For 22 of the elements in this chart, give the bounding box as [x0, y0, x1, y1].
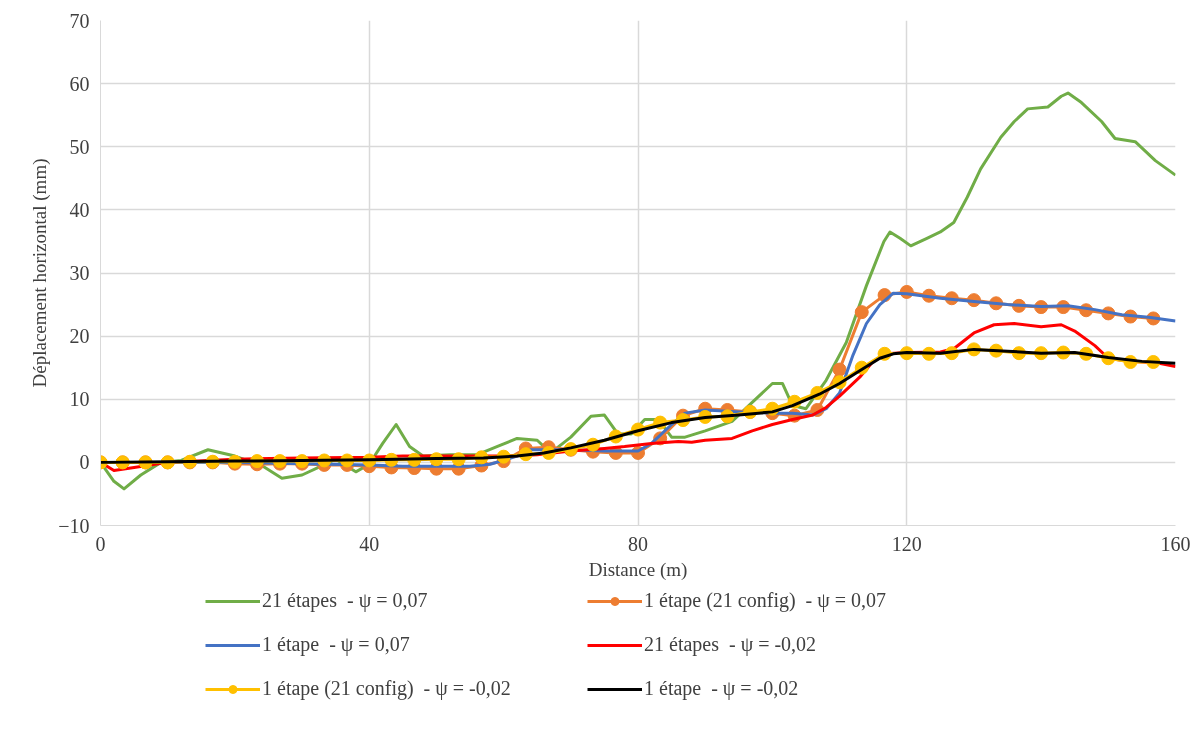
- x-tick-label: 40: [359, 532, 380, 555]
- legend-label: 1 étape - ψ = -0,02: [644, 677, 800, 700]
- y-tick-label: 60: [69, 72, 90, 95]
- y-tick-label: 30: [69, 262, 90, 284]
- y-tick-label: 70: [69, 9, 90, 32]
- legend-label: 21 étapes - ψ = 0,07: [262, 589, 429, 612]
- y-tick-label: 0: [79, 451, 90, 474]
- legend-label: 1 étape - ψ = 0,07: [262, 633, 411, 656]
- y-tick-label: 40: [69, 198, 90, 221]
- y-tick-label: 50: [69, 135, 90, 158]
- x-axis-title: Distance (m): [588, 558, 688, 581]
- y-axis-title: Déplacement horizontal (mm): [29, 158, 52, 388]
- y-tick-label: 10: [69, 388, 90, 411]
- legend-label: 21 étapes - ψ = -0,02: [644, 633, 818, 656]
- legend-label: 1 étape (21 config) - ψ = -0,02: [262, 677, 512, 700]
- x-tick-label: 160: [1160, 532, 1191, 555]
- x-tick-label: 80: [628, 532, 648, 555]
- y-tick-label: 20: [69, 325, 90, 348]
- legend-label: 1 étape (21 config) - ψ = 0,07: [644, 589, 888, 612]
- x-tick-label: 0: [95, 532, 106, 555]
- x-tick-label: 120: [891, 532, 922, 555]
- y-tick-label: −10: [58, 514, 90, 537]
